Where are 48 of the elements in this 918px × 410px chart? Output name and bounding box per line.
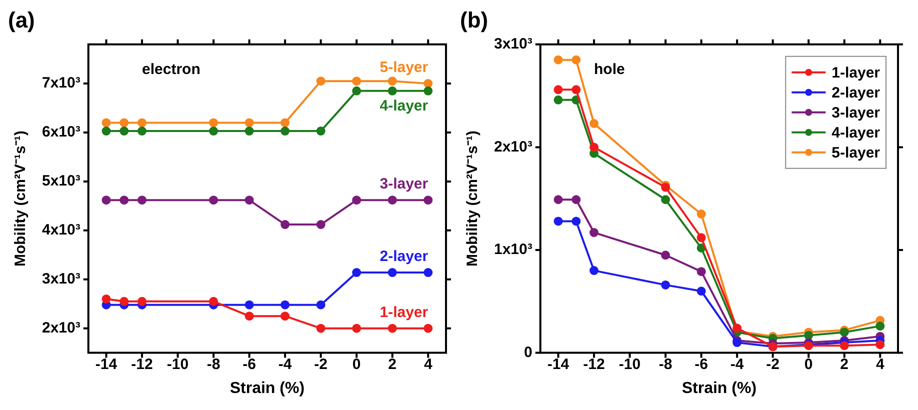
x-tick-label: -10 <box>166 356 189 373</box>
y-tick-label: 2x10³ <box>494 138 532 156</box>
y-tick-label: 5x10³ <box>42 172 80 190</box>
series-label: 5-layer <box>380 59 428 76</box>
x-tick-label: -4 <box>730 356 744 373</box>
y-tick-label: 0 <box>524 344 532 361</box>
x-tick-label: -6 <box>694 356 708 373</box>
y-tick-label: 6x10³ <box>42 124 80 141</box>
x-tick-label: 2 <box>840 356 849 373</box>
x-tick-label: -2 <box>314 356 328 373</box>
y-tick-label: 4x10³ <box>42 222 80 239</box>
y-tick-label: 7x10³ <box>42 74 80 92</box>
x-tick-label: -4 <box>278 356 292 373</box>
series-label: 1-layer <box>380 304 428 321</box>
chart-title: (b) <box>460 7 488 32</box>
annotation: hole <box>594 61 625 78</box>
series-label: 3-layer <box>380 176 428 193</box>
x-tick-label: -6 <box>242 356 256 373</box>
x-tick-label: -12 <box>583 356 605 373</box>
legend-label: 5-layer <box>832 144 880 162</box>
series-label: 4-layer <box>380 98 428 115</box>
x-tick-label: -14 <box>95 356 118 373</box>
y-tick-label: 3x10³ <box>494 36 532 53</box>
y-tick-label: 1x10³ <box>494 241 532 258</box>
annotation: electron <box>142 61 200 78</box>
x-tick-label: 2 <box>388 356 397 373</box>
y-axis-title: Mobility (cm²V⁻¹s⁻¹) <box>12 130 30 267</box>
y-tick-label: 2x10³ <box>42 319 80 336</box>
series-label: 2-layer <box>380 248 428 266</box>
x-tick-label: -10 <box>618 356 641 373</box>
x-tick-label: -14 <box>547 356 570 373</box>
legend-label: 4-layer <box>832 124 880 142</box>
x-tick-label: 4 <box>876 356 885 373</box>
x-tick-label: -8 <box>658 356 672 373</box>
x-tick-label: 0 <box>804 356 813 373</box>
x-tick-label: -8 <box>206 356 220 373</box>
legend-label: 3-layer <box>832 104 880 122</box>
legend-label: 2-layer <box>832 84 880 102</box>
x-tick-label: -12 <box>131 356 153 373</box>
y-axis-title: Mobility (cm²V⁻¹s⁻¹) <box>464 130 482 267</box>
x-axis-title: Strain (%) <box>230 380 305 397</box>
legend-label: 1-layer <box>832 64 880 82</box>
x-tick-label: 4 <box>424 356 433 373</box>
y-tick-label: 3x10³ <box>42 270 80 288</box>
x-axis-title: Strain (%) <box>682 380 757 397</box>
x-tick-label: 0 <box>352 356 361 373</box>
x-tick-label: -2 <box>766 356 780 373</box>
chart-title: (a) <box>8 7 35 32</box>
